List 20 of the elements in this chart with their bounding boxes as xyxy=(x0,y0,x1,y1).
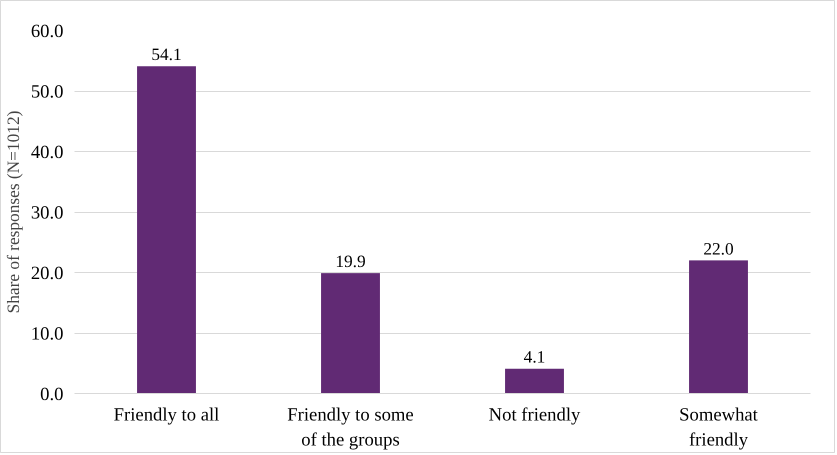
x-tick-label: Friendly to some of the groups xyxy=(287,404,414,451)
data-label: 22.0 xyxy=(703,239,734,258)
data-label: 19.9 xyxy=(335,252,366,272)
y-tick-label: 60.0 xyxy=(30,21,64,42)
data-label: 4.1 xyxy=(524,348,546,367)
bar xyxy=(321,273,380,394)
y-tick-label: 50.0 xyxy=(30,82,64,102)
y-tick-label: 40.0 xyxy=(30,142,64,163)
data-label: 54.1 xyxy=(151,45,182,64)
y-tick-label: 10.0 xyxy=(30,324,64,344)
y-axis-title: Share of responses (N=1012) xyxy=(4,110,23,314)
y-tick-label: 30.0 xyxy=(30,202,64,224)
x-tick-label: Not friendly xyxy=(488,404,582,426)
bar xyxy=(137,66,196,394)
y-tick-label: 20.0 xyxy=(30,263,64,284)
y-tick-label: 0.0 xyxy=(40,384,64,405)
bar xyxy=(689,260,748,394)
bar xyxy=(505,368,564,394)
x-tick-label: Friendly to all xyxy=(114,404,220,426)
x-tick-label: Somewhat friendly xyxy=(679,404,759,451)
